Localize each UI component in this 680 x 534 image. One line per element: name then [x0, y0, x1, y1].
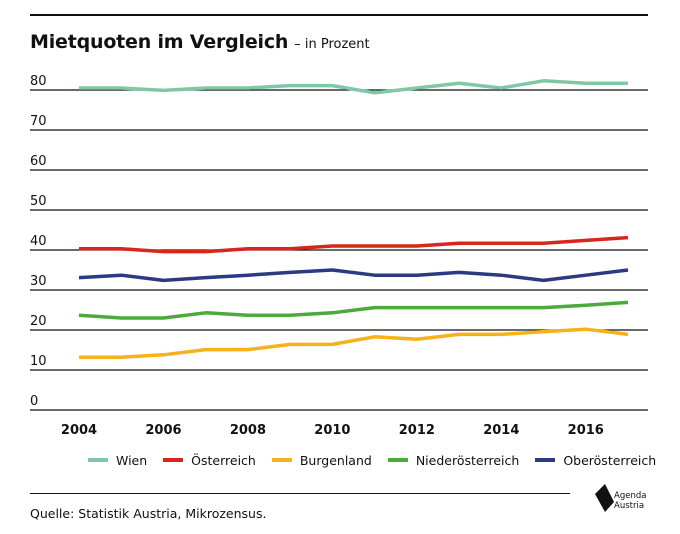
- y-tick-label: 0: [30, 394, 38, 409]
- series-line-nieder-sterreich: [78, 300, 629, 320]
- x-tick-label: 2010: [314, 423, 350, 438]
- legend-label: Burgenland: [299, 452, 372, 468]
- x-tick-label: 2016: [568, 423, 604, 438]
- source-note: Quelle: Statistik Austria, Mikrozensus.: [30, 506, 267, 521]
- logo-line-1: Agenda: [614, 491, 647, 501]
- legend-item: Österreich: [163, 453, 256, 468]
- x-tick-label: 2004: [61, 423, 97, 438]
- legend-label: Wien: [116, 452, 148, 468]
- y-tick-label: 60: [30, 154, 47, 169]
- y-tick-label: 30: [30, 274, 47, 289]
- chart-title: Mietquoten im Vergleich: [30, 31, 289, 53]
- legend-item: Burgenland: [271, 452, 372, 468]
- legend-label: Österreich: [191, 452, 256, 468]
- chart-header: Mietquoten im Vergleich – in Prozent: [30, 31, 370, 53]
- x-tick-label: 2012: [399, 423, 435, 438]
- legend-swatch: [535, 458, 556, 462]
- y-tick-label: 80: [30, 74, 47, 89]
- x-tick-label: 2008: [230, 423, 266, 438]
- legend-item: Niederösterreich: [387, 452, 520, 468]
- legend-label: Oberösterreich: [563, 452, 657, 468]
- series-line--sterreich: [79, 235, 629, 254]
- x-tick-label: 2014: [483, 423, 519, 438]
- y-tick-label: 20: [30, 314, 47, 329]
- y-tick-label: 50: [30, 194, 47, 209]
- x-tick-label: 2006: [145, 423, 181, 438]
- agenda-austria-logo: Agenda Austria: [593, 480, 653, 520]
- legend-swatch: [163, 458, 184, 462]
- chart-legend: Wien Österreich Burgenland Niederösterreich…: [88, 452, 672, 468]
- legend-swatch: [271, 458, 292, 462]
- y-tick-label: 10: [30, 354, 47, 369]
- top-rule: [30, 14, 648, 16]
- series-line-ober-sterreich: [78, 268, 629, 283]
- legend-item: Wien: [88, 453, 147, 468]
- legend-swatch: [88, 458, 108, 462]
- logo-mark-icon: [595, 484, 614, 512]
- y-tick-label: 70: [30, 114, 47, 129]
- legend-swatch: [387, 458, 408, 462]
- footer-rule: [30, 493, 570, 494]
- series-line-burgenland: [79, 327, 629, 359]
- series-line-wien: [79, 79, 628, 95]
- y-tick-label: 40: [30, 234, 47, 249]
- chart-subtitle: – in Prozent: [294, 37, 370, 52]
- legend-item: Oberösterreich: [535, 453, 656, 468]
- legend-label: Niederösterreich: [415, 452, 520, 468]
- logo-line-2: Austria: [614, 501, 645, 511]
